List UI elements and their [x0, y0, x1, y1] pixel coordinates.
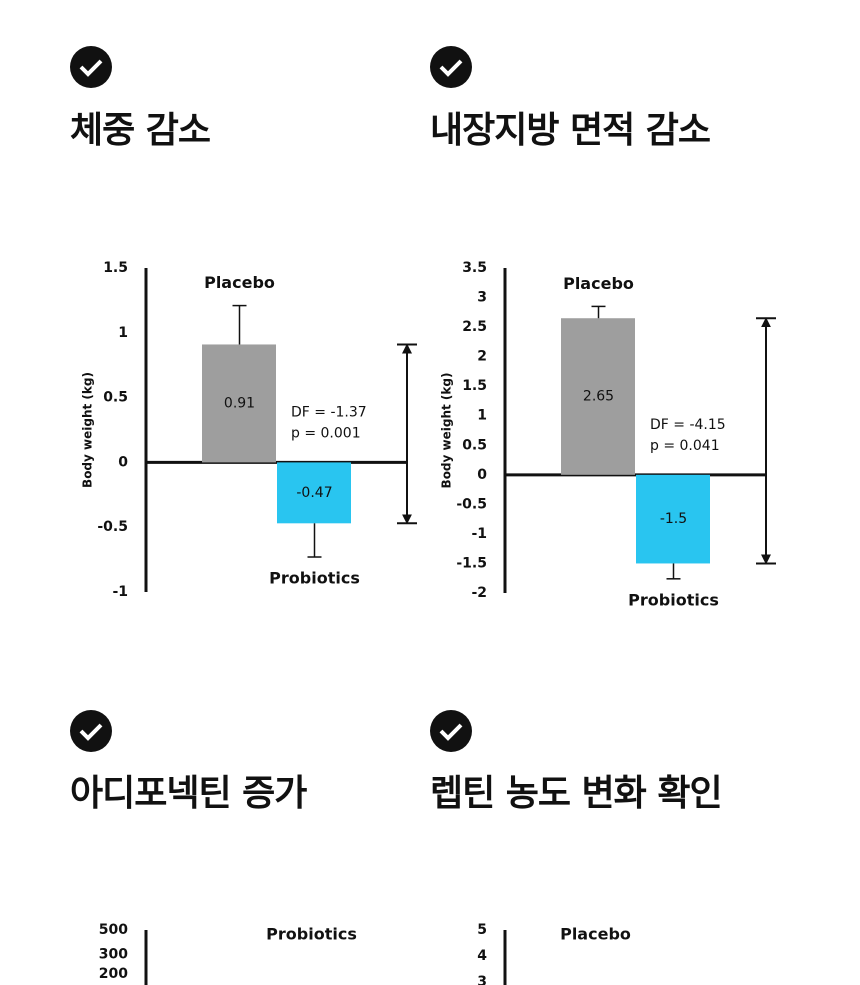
y-tick-label: 4 [477, 948, 487, 964]
y-tick-label: 1.5 [103, 260, 128, 276]
y-tick-label: -1 [112, 584, 128, 600]
y-tick-label: -2 [471, 585, 487, 601]
bar [277, 462, 351, 524]
y-tick-label: 2 [477, 349, 487, 365]
y-tick-label: 200 [99, 966, 128, 982]
annotation: DF = -4.15 [650, 417, 726, 433]
chart-title: 렙틴 농도 변화 확인 [430, 773, 722, 814]
y-tick-label: 3.5 [462, 260, 487, 276]
bar [202, 344, 276, 463]
annotation: DF = -1.37 [291, 404, 367, 420]
y-tick-label: 1.5 [462, 378, 487, 394]
y-tick-label: -0.5 [456, 496, 487, 512]
y-tick-label: 5 [477, 922, 487, 938]
value-label: -0.47 [296, 485, 332, 501]
y-tick-label: 500 [99, 922, 128, 938]
y-tick-label: 2.5 [462, 319, 487, 335]
category-label: Placebo [563, 274, 634, 293]
chart-title: 내장지방 면적 감소 [430, 110, 710, 151]
y-tick-label: 1 [477, 408, 487, 424]
category-label: Probiotics [628, 590, 719, 609]
value-label: -1.5 [660, 511, 687, 527]
y-tick-label: -1.5 [456, 555, 487, 571]
value-label: 0.91 [224, 395, 255, 411]
y-tick-label: 300 [99, 946, 128, 962]
chart-title: 아디포넥틴 증가 [70, 773, 307, 814]
chart-title: 체중 감소 [70, 110, 210, 151]
y-tick-label: 0 [477, 467, 487, 483]
bar [561, 318, 635, 475]
y-axis-label: Body weight (kg) [81, 372, 95, 488]
category-label: Placebo [204, 273, 275, 292]
y-tick-label: 0.5 [103, 390, 128, 406]
y-axis-label: Body weight (kg) [440, 373, 454, 489]
bar [636, 474, 710, 564]
category-label: Probiotics [269, 569, 360, 588]
category-label: Placebo [560, 925, 631, 944]
value-label: 2.65 [583, 389, 614, 405]
annotation: p = 0.041 [650, 438, 720, 454]
y-tick-label: -0.5 [97, 519, 128, 535]
y-tick-label: 3 [477, 290, 487, 306]
y-tick-label: 0 [118, 454, 128, 470]
y-tick-label: 0.5 [462, 437, 487, 453]
annotation: p = 0.001 [291, 425, 361, 441]
check-icon [70, 46, 472, 752]
y-tick-label: 1 [118, 325, 128, 341]
y-tick-label: 3 [477, 974, 487, 985]
category-label: Probiotics [266, 925, 357, 944]
y-tick-label: -1 [471, 526, 487, 542]
